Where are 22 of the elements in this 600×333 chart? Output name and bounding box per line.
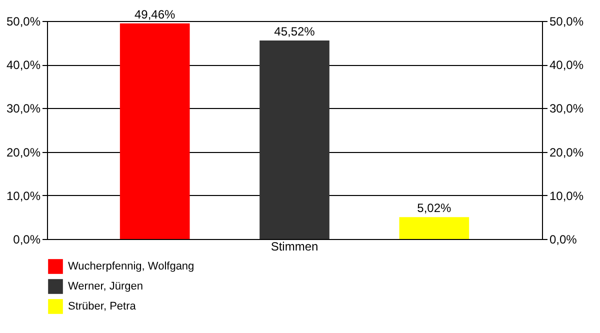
bar [120,23,190,239]
text: 30,0% [550,102,584,116]
y-tick-label: 0,0% [13,232,41,246]
text: 20,0% [550,145,584,160]
legend-label: Werner, Jürgen [68,280,144,292]
bar [260,40,330,239]
text: 10,0% [550,188,584,203]
y-tick-label: 20,0% [6,145,41,160]
x-tick-label: Stimmen [270,240,318,254]
legend-label: Strüber, Petra [68,300,137,312]
y-tick-label: 40,0% [6,58,41,72]
y-tick-label: 30,0% [6,102,41,116]
data-label: 45,52% [274,24,316,39]
data-label: 49,46% [134,7,176,22]
bar [399,217,470,239]
data-label: 5,02% [417,201,452,216]
legend-label: Wucherpfennig, Wolfgang [68,260,194,272]
text: 40,0% [550,58,584,72]
text: 0,0% [550,232,577,246]
text: 50,0% [550,14,584,28]
y-tick-label: 10,0% [6,188,41,203]
y-tick-label: 50,0% [6,14,41,28]
